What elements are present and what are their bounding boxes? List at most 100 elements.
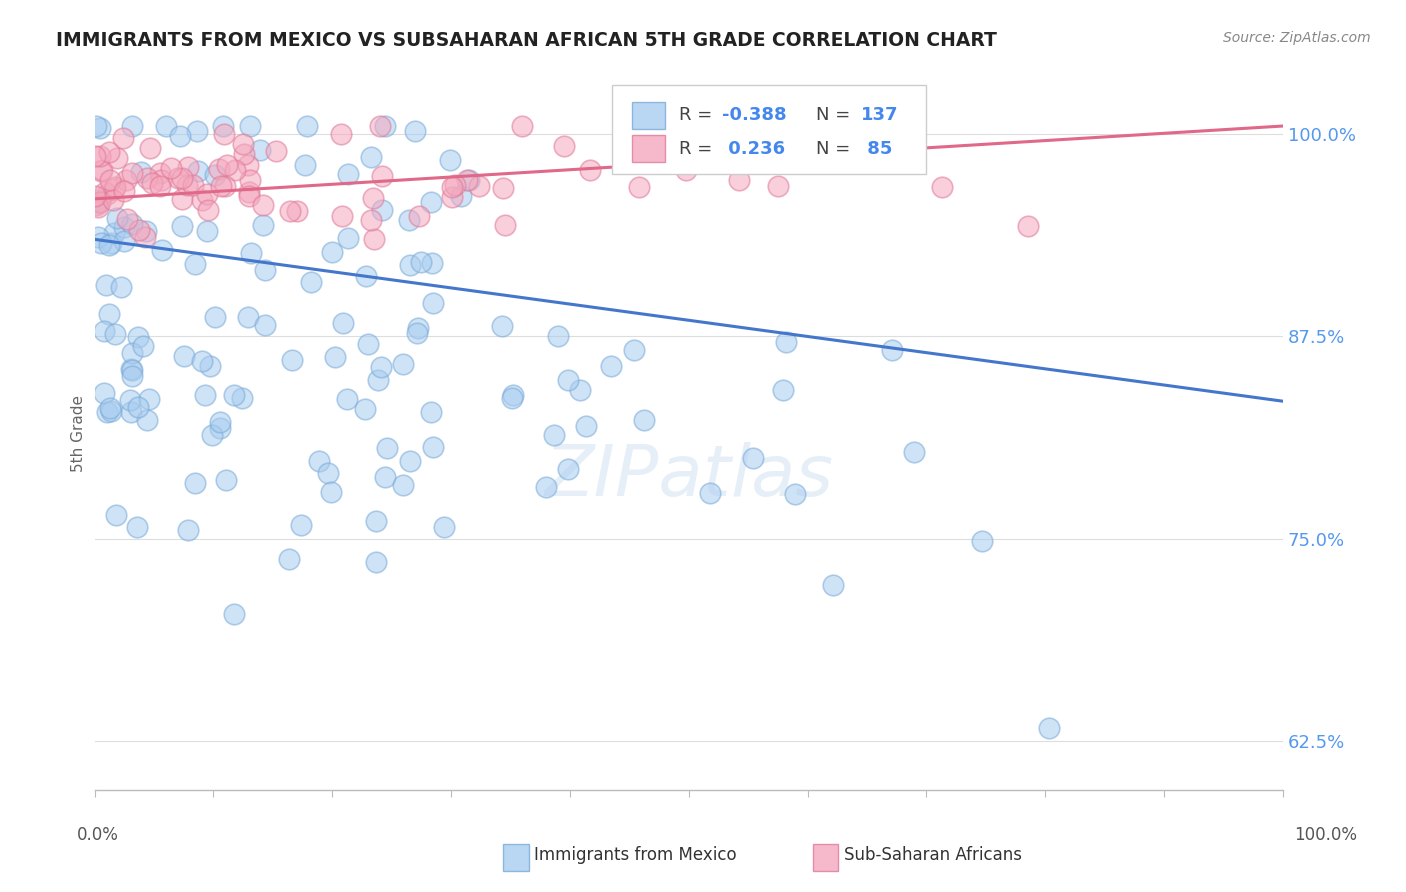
Point <box>299 275 322 289</box>
Point <box>361 191 384 205</box>
Point <box>197 202 219 217</box>
Point <box>127 400 149 414</box>
Point <box>96 186 118 201</box>
Point <box>110 280 132 294</box>
Point <box>444 178 467 193</box>
Point <box>534 479 557 493</box>
Text: ZIPatlas: ZIPatlas <box>544 442 834 511</box>
Text: R =: R = <box>679 140 718 158</box>
Text: Source: ZipAtlas.com: Source: ZipAtlas.com <box>1223 31 1371 45</box>
Point <box>224 607 246 621</box>
Point <box>353 402 375 417</box>
Point <box>441 180 464 194</box>
Text: N =: N = <box>815 140 856 158</box>
Point <box>121 368 143 383</box>
Point <box>553 139 575 153</box>
Point <box>112 219 135 234</box>
Point <box>149 173 172 187</box>
Point <box>370 359 392 374</box>
Point <box>623 343 645 357</box>
FancyBboxPatch shape <box>631 102 665 128</box>
Point <box>741 450 763 465</box>
Point <box>100 404 122 418</box>
Point <box>239 119 262 133</box>
Point <box>215 474 238 488</box>
Point <box>112 234 135 248</box>
Point <box>420 405 443 419</box>
Text: 0.0%: 0.0% <box>77 826 120 844</box>
Point <box>112 184 135 198</box>
Y-axis label: 5th Grade: 5th Grade <box>72 395 86 472</box>
Point <box>191 353 214 368</box>
Point <box>450 189 472 203</box>
Point <box>501 392 523 406</box>
Point <box>131 165 153 179</box>
Point <box>931 180 953 194</box>
Point <box>198 359 221 373</box>
Point <box>456 173 478 187</box>
Point <box>277 552 299 566</box>
Point <box>364 514 387 528</box>
Point <box>336 392 359 406</box>
Text: Sub-Saharan Africans: Sub-Saharan Africans <box>844 846 1022 863</box>
Point <box>172 192 194 206</box>
Point <box>103 182 125 196</box>
Point <box>801 128 824 142</box>
Point <box>104 326 127 341</box>
Point <box>94 185 117 199</box>
Point <box>491 319 513 334</box>
Point <box>93 386 115 401</box>
Point <box>160 161 183 176</box>
Point <box>280 352 302 367</box>
Point <box>775 335 797 350</box>
Point <box>308 454 330 468</box>
Point <box>191 193 214 207</box>
Point <box>970 533 993 548</box>
Point <box>510 119 533 133</box>
Point <box>356 337 378 351</box>
Point <box>112 131 135 145</box>
Point <box>194 388 217 402</box>
Point <box>94 278 117 293</box>
Point <box>135 413 157 427</box>
Point <box>494 219 516 233</box>
Point <box>172 171 194 186</box>
Point <box>97 307 120 321</box>
Point <box>121 119 143 133</box>
Point <box>374 470 396 484</box>
Point <box>363 232 385 246</box>
Point <box>87 194 110 208</box>
Point <box>127 330 149 344</box>
Point <box>329 128 352 142</box>
Point <box>772 383 794 397</box>
Point <box>105 211 128 225</box>
Point <box>236 310 259 324</box>
Point <box>93 324 115 338</box>
Point <box>398 212 420 227</box>
Point <box>231 391 253 405</box>
Point <box>87 196 110 211</box>
Point <box>89 195 111 210</box>
Point <box>104 180 127 194</box>
Point <box>433 520 456 534</box>
Point <box>83 149 105 163</box>
Point <box>84 198 107 212</box>
Point <box>294 158 316 172</box>
Point <box>239 173 262 187</box>
Point <box>208 415 231 429</box>
Point <box>547 329 569 343</box>
Point <box>138 392 160 407</box>
Point <box>278 203 301 218</box>
Point <box>217 158 239 172</box>
Point <box>98 172 121 186</box>
Point <box>316 467 339 481</box>
Text: -0.388: -0.388 <box>723 106 787 124</box>
Point <box>409 254 432 268</box>
Point <box>84 189 107 203</box>
Text: R =: R = <box>679 106 718 124</box>
Point <box>336 167 359 181</box>
Point <box>212 128 235 142</box>
Point <box>238 189 260 203</box>
Point <box>575 419 598 434</box>
Point <box>766 178 789 193</box>
